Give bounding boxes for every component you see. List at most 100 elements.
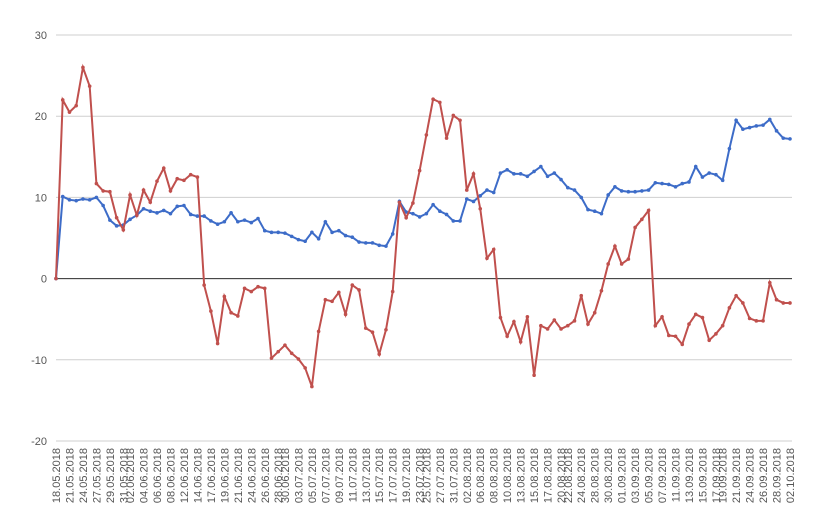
point [296,357,301,361]
point [747,125,752,130]
point [539,323,543,328]
point [242,218,247,222]
point [754,319,759,323]
point [451,113,456,118]
point [390,232,395,236]
point [727,306,732,310]
point [767,280,772,285]
point [404,210,408,214]
point [269,230,274,235]
x-tick-label: 28.09.2018 [772,448,784,503]
point [640,189,644,193]
point [478,206,483,211]
point [512,319,516,324]
x-tick-label: 05.07.2018 [307,448,319,503]
point [175,204,180,209]
point [168,189,173,193]
point [539,164,543,169]
point [774,129,779,133]
point [357,288,361,292]
point [747,316,752,321]
point [606,262,610,266]
point [114,215,119,220]
point [727,146,732,151]
point [653,323,658,328]
x-tick-label: 12.06.2018 [179,448,191,503]
x-tick-label: 17.06.2018 [206,448,218,503]
point [505,167,509,172]
point [646,188,651,192]
point [215,341,220,346]
point [545,174,550,179]
point [687,180,691,184]
point [518,172,523,176]
point [377,352,382,356]
point [249,220,254,225]
point [720,323,725,328]
y-tick-label: 30 [35,30,47,42]
point [182,178,186,183]
point [525,174,530,179]
x-tick-label: 03.09.2018 [630,448,642,503]
point [734,293,738,298]
x-tick-label: 24.06.2018 [246,448,258,503]
x-tick-label: 23.07.2018 [415,448,427,503]
point [680,181,685,186]
x-tick-label: 07.09.2018 [657,448,669,503]
point [262,228,267,233]
point [289,234,294,239]
x-tick-label: 13.07.2018 [361,448,373,503]
point [303,239,307,244]
x-tick-label: 21.09.2018 [731,448,743,503]
point [141,206,146,211]
y-tick-label: 10 [35,192,47,204]
point [87,84,92,88]
point [505,334,509,339]
x-tick-label: 27.07.2018 [435,448,447,503]
point [485,256,489,261]
point [613,244,617,248]
x-tick-label: 26.06.2018 [260,448,272,503]
point [417,168,422,173]
x-tick-label: 30.06.2018 [280,448,292,503]
point [87,198,92,202]
x-tick-label: 17.07.2018 [388,448,400,503]
x-tick-label: 13.09.2018 [684,448,696,503]
point [700,175,705,179]
point [666,182,671,187]
point [646,208,651,213]
x-tick-label: 21.06.2018 [233,448,245,503]
point [215,222,220,226]
series-line [55,63,790,387]
point [458,118,462,123]
point [714,172,718,177]
point [572,188,577,192]
point [444,136,449,140]
point [438,100,442,105]
point [518,340,523,344]
point [101,203,105,208]
x-tick-label: 06.08.2018 [475,448,487,503]
point [417,215,422,219]
point [592,209,597,214]
point [666,333,671,338]
point [444,212,449,217]
point [693,164,698,169]
point [774,297,779,302]
x-tick-label: 31.05.2018 [118,448,130,503]
point [586,322,590,326]
point [438,209,442,214]
point [135,213,139,218]
point [700,315,705,320]
point [310,384,314,389]
point [168,211,173,216]
x-tick-label: 14.06.2018 [192,448,204,503]
point [370,330,375,334]
point [323,219,328,224]
point [54,276,58,281]
point [188,172,193,177]
point [458,219,462,223]
point [262,286,267,291]
point [316,329,321,334]
x-tick-label: 03.07.2018 [293,448,305,503]
